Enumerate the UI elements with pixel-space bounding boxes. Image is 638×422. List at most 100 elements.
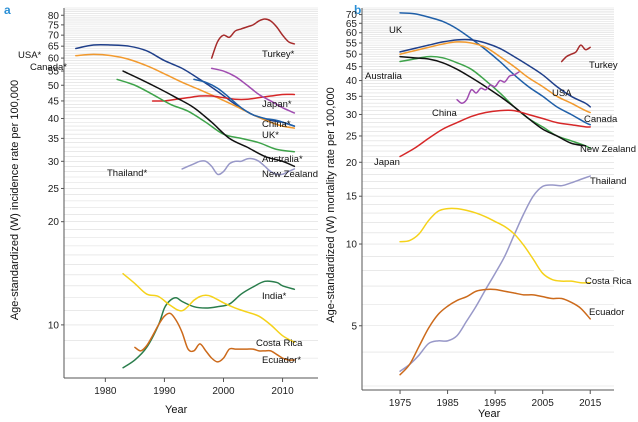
series-line-b-thailand: [399, 175, 591, 372]
label-b-japan: Japan: [374, 157, 400, 168]
y-tick-label: 55: [48, 67, 60, 78]
label-b-china: China: [432, 108, 458, 119]
panel-a-x-axis-title: Year: [165, 404, 188, 416]
y-tick-label: 30: [48, 157, 60, 168]
panel-b-x-ticks: 1975 1985 1995 2005 2015: [389, 390, 602, 409]
y-tick-label: 35: [346, 92, 358, 103]
series-line-a-australia: [116, 78, 296, 153]
label-a-ecuador: Ecuador*: [262, 355, 301, 366]
panel-a-series-lines: [75, 18, 296, 369]
y-tick-label: 40: [48, 114, 60, 125]
y-tick-label: 45: [48, 96, 60, 107]
label-a-turkey: Turkey*: [262, 49, 295, 60]
y-tick-label: 30: [346, 110, 358, 121]
x-tick-label: 1975: [389, 398, 412, 409]
y-tick-label: 25: [346, 131, 358, 142]
label-a-australia: Australia*: [262, 154, 303, 165]
y-tick-label: 5: [351, 321, 357, 332]
y-tick-label: 20: [346, 158, 358, 169]
label-a-new-zealand: New Zealand: [262, 169, 318, 180]
y-tick-label: 40: [346, 76, 358, 87]
series-line-b-ecuador: [399, 288, 591, 376]
label-a-usa: USA*: [18, 50, 42, 61]
panel-b-letter: b: [354, 3, 361, 17]
series-line-a-china: [210, 67, 296, 114]
y-tick-label: 75: [48, 20, 60, 31]
series-line-b-japan: [399, 109, 591, 158]
x-tick-label: 1985: [436, 398, 459, 409]
label-a-canada: Canada*: [30, 62, 67, 73]
panel-b-gridlines: [362, 7, 614, 387]
x-tick-label: 2015: [579, 398, 602, 409]
series-line-b-new-zealand: [399, 55, 587, 147]
label-b-uk: UK: [389, 25, 403, 36]
y-tick-label: 20: [48, 217, 60, 228]
y-tick-label: 35: [48, 134, 60, 145]
series-line-a-usa: [75, 43, 296, 127]
x-tick-label: 2000: [212, 386, 235, 397]
y-tick-label: 70: [48, 31, 60, 42]
panel-a-x-ticks: 1980 1990 2000 2010: [94, 378, 294, 397]
label-b-costa-rica: Costa Rica: [585, 276, 632, 287]
y-tick-label: 80: [48, 11, 60, 22]
series-line-b-usa: [399, 41, 591, 114]
series-line-a-uk: [193, 78, 296, 127]
label-b-canada: Canada: [584, 114, 618, 125]
y-tick-label: 50: [346, 50, 358, 61]
label-a-china: China*: [262, 119, 291, 130]
series-line-a-japan: [151, 93, 296, 102]
series-line-b-turkey: [560, 44, 591, 63]
panel-a-letter: a: [4, 3, 11, 17]
label-b-australia: Australia: [365, 71, 403, 82]
y-tick-label: 10: [48, 320, 60, 331]
y-tick-label: 15: [346, 192, 358, 203]
label-b-ecuador: Ecuador: [589, 307, 624, 318]
y-tick-label: 70: [346, 10, 358, 21]
series-line-b-uk: [399, 12, 591, 126]
panel-b-series-lines: [399, 12, 591, 376]
label-b-new-zealand: New Zealand: [580, 144, 636, 155]
series-line-a-new-zealand: [122, 70, 296, 168]
panel-a-gridlines: [64, 7, 318, 379]
y-tick-label: 10: [346, 240, 358, 251]
label-a-india: India*: [262, 291, 287, 302]
series-line-b-canada: [399, 38, 591, 108]
y-tick-label: 65: [346, 19, 358, 30]
series-line-a-canada: [75, 53, 296, 129]
y-tick-label: 55: [346, 38, 358, 49]
y-tick-label: 60: [346, 28, 358, 39]
series-line-b-china: [456, 71, 520, 104]
panel-b-x-axis-title: Year: [478, 408, 501, 420]
series-line-b-australia: [399, 55, 591, 150]
label-b-turkey: Turkey: [589, 60, 618, 71]
label-a-costa-rica: Costa Rica: [256, 338, 303, 349]
x-tick-label: 2005: [532, 398, 555, 409]
x-tick-label: 1990: [153, 386, 176, 397]
panel-b-y-axis-title: Age-standardized (W) mortality rate per …: [325, 87, 337, 322]
panel-a-y-axis-title: Age-standardized (W) incidence rate per …: [9, 80, 21, 320]
series-line-a-ecuador: [134, 312, 296, 363]
y-tick-label: 60: [48, 54, 60, 65]
y-tick-label: 25: [48, 184, 60, 195]
x-tick-label: 2010: [271, 386, 294, 397]
y-tick-label: 50: [48, 81, 60, 92]
label-a-uk: UK*: [262, 130, 279, 141]
label-b-thailand: Thailand: [590, 176, 626, 187]
series-line-a-thailand: [181, 157, 296, 176]
series-line-a-turkey: [210, 18, 296, 59]
y-tick-label: 65: [48, 42, 60, 53]
series-line-b-costa-rica: [399, 207, 591, 284]
label-a-japan: Japan*: [262, 99, 292, 110]
x-tick-label: 1980: [94, 386, 117, 397]
label-b-usa: USA: [552, 88, 572, 99]
series-line-a-costa-rica: [122, 272, 296, 343]
x-tick-label: 1995: [484, 398, 507, 409]
y-tick-label: 45: [346, 62, 358, 73]
label-a-thailand: Thailand*: [107, 168, 147, 179]
